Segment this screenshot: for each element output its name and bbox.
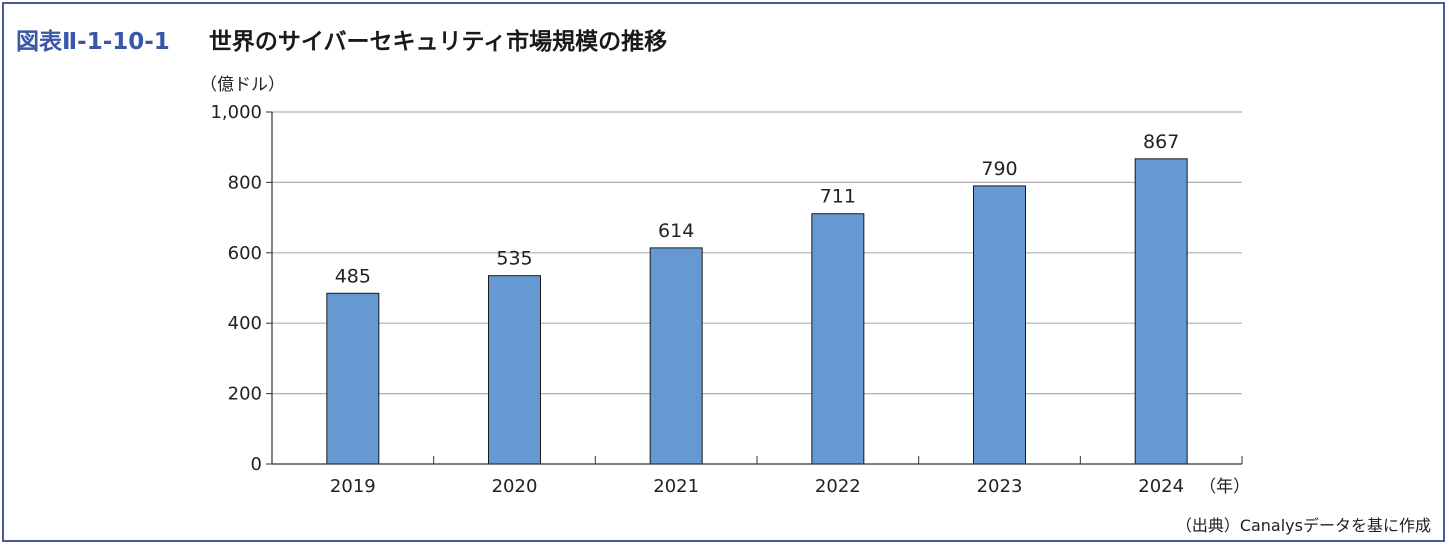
value-label-2020: 535 <box>496 248 532 270</box>
value-label-2019: 485 <box>335 265 371 287</box>
x-tick-label-2021: 2021 <box>653 476 699 497</box>
axes <box>266 111 1243 465</box>
x-tick-label-2020: 2020 <box>492 476 538 497</box>
x-axis-unit-label: （年） <box>1199 477 1250 497</box>
value-label-2021: 614 <box>658 220 694 242</box>
value-label-2022: 711 <box>820 186 856 208</box>
bar-2019 <box>326 292 380 465</box>
bar-2022 <box>811 213 865 465</box>
bar-2024 <box>1134 158 1188 465</box>
gridlines <box>272 111 1242 395</box>
bar-2021 <box>649 247 703 465</box>
bars <box>326 158 1188 465</box>
x-tick-label-2024: 2024 <box>1138 476 1184 497</box>
x-tick-label-2023: 2023 <box>977 476 1023 497</box>
labels: 0 200 400 600 800 1,000 （億ドル） 485 2019 535 2020 614… <box>200 75 1250 497</box>
y-tick-label: 200 <box>228 384 262 405</box>
value-label-2023: 790 <box>981 158 1017 180</box>
y-tick-label: 1,000 <box>210 102 262 123</box>
source-note: （出典）Canalysデータを基に作成 <box>1175 516 1431 535</box>
y-tick-label: 800 <box>228 172 262 193</box>
y-tick-label: 600 <box>228 243 262 264</box>
y-tick-label: 0 <box>251 454 262 475</box>
figure-header: 図表Ⅱ-1-10-1 世界のサイバーセキュリティ市場規模の推移 <box>16 22 668 55</box>
figure-id: 図表Ⅱ-1-10-1 <box>16 29 170 55</box>
x-tick-label-2022: 2022 <box>815 476 861 497</box>
y-axis-unit-label: （億ドル） <box>200 75 285 95</box>
bar-2020 <box>488 275 541 465</box>
bar-2023 <box>973 185 1026 465</box>
x-tick-label-2019: 2019 <box>330 476 376 497</box>
y-tick-label: 400 <box>228 313 262 334</box>
value-label-2024: 867 <box>1143 131 1179 153</box>
figure-title: 世界のサイバーセキュリティ市場規模の推移 <box>208 29 668 55</box>
